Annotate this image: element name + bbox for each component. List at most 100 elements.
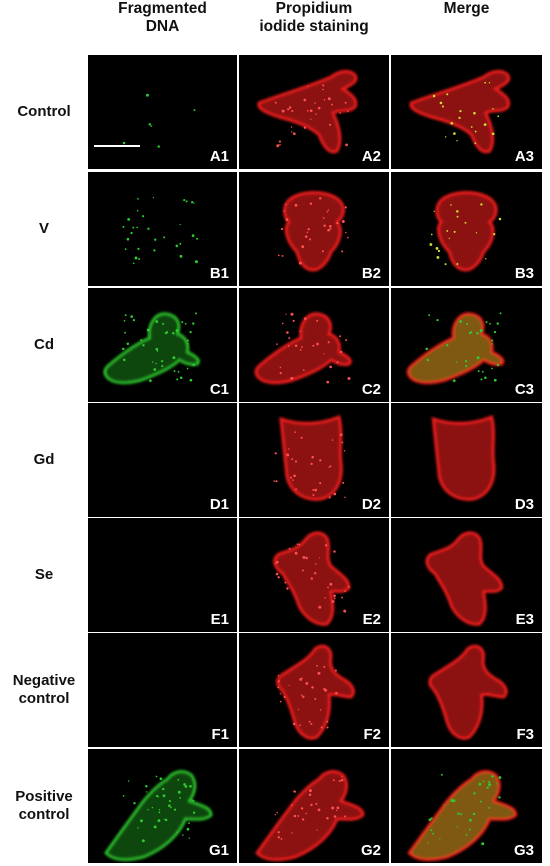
fluorescent-speck	[175, 329, 179, 333]
fluorescent-speck	[299, 349, 302, 351]
fluorescent-speck	[276, 812, 278, 814]
fluorescent-speck	[428, 818, 432, 822]
micrograph-image	[276, 644, 355, 740]
fluorescent-speck	[302, 555, 306, 559]
row-label: Se	[34, 566, 54, 583]
micrograph-image	[425, 531, 504, 626]
fluorescent-speck	[439, 101, 443, 105]
fluorescent-speck	[331, 439, 334, 441]
fluorescent-speck	[322, 84, 325, 87]
larva-body-shape	[435, 191, 498, 272]
micrograph-image	[273, 414, 346, 501]
fluorescent-speck	[164, 818, 168, 822]
fluorescent-speck	[152, 196, 154, 199]
fluorescent-speck	[141, 839, 145, 843]
fluorescent-speck	[457, 812, 460, 815]
fluorescent-speck	[192, 322, 195, 325]
fluorescent-speck	[474, 142, 477, 145]
fluorescent-speck	[472, 812, 476, 816]
fluorescent-speck	[277, 254, 280, 257]
fluorescent-speck	[489, 322, 491, 325]
fluorescent-speck	[460, 813, 463, 816]
fluorescent-speck	[326, 726, 329, 729]
fluorescent-speck	[290, 312, 294, 316]
fluorescent-speck	[311, 455, 314, 459]
fluorescent-speck	[192, 363, 195, 367]
fluorescent-speck	[323, 98, 326, 101]
fluorescent-speck	[321, 250, 324, 253]
panel-label: F2	[363, 726, 381, 743]
fluorescent-speck	[179, 242, 182, 245]
fluorescent-speck	[142, 344, 145, 347]
fluorescent-speck	[138, 257, 141, 261]
fluorescent-speck	[498, 776, 502, 779]
fluorescent-speck	[132, 226, 135, 229]
fluorescent-speck	[428, 314, 431, 317]
fluorescent-speck	[195, 312, 198, 315]
fluorescent-speck	[499, 312, 502, 315]
micrograph-image	[409, 69, 511, 154]
fluorescent-speck	[148, 123, 152, 126]
larva-body-shape	[406, 312, 505, 385]
fluorescent-speck	[324, 689, 328, 692]
fluorescent-speck	[329, 582, 333, 586]
fluorescent-speck	[483, 123, 487, 126]
fluorescent-speck	[299, 330, 302, 332]
fluorescent-speck	[159, 777, 163, 781]
micrograph-panel: A3	[391, 55, 542, 169]
column-header-3: Merge	[443, 0, 490, 17]
row-label: Negative control	[12, 672, 76, 707]
fluorescent-speck	[151, 806, 154, 809]
fluorescent-speck	[314, 488, 318, 492]
fluorescent-speck	[193, 109, 196, 112]
fluorescent-speck	[172, 356, 176, 360]
fluorescent-speck	[486, 786, 489, 789]
fluorescent-speck	[188, 822, 190, 824]
fluorescent-speck	[291, 458, 294, 461]
row-label: Control	[17, 103, 71, 120]
fluorescent-speck	[189, 784, 192, 788]
micrograph-image	[429, 191, 502, 272]
larva-body-shape	[257, 69, 358, 154]
fluorescent-speck	[288, 448, 290, 450]
fluorescent-speck	[179, 797, 181, 799]
fluorescent-speck	[446, 93, 449, 96]
fluorescent-speck	[186, 367, 189, 370]
micrograph-panel: D3	[391, 403, 542, 517]
fluorescent-speck	[157, 819, 161, 823]
micrograph-image	[255, 770, 365, 862]
fluorescent-speck	[322, 217, 325, 219]
fluorescent-speck	[308, 720, 311, 723]
fluorescent-speck	[298, 543, 301, 546]
fluorescent-speck	[285, 313, 287, 315]
fluorescent-speck	[279, 693, 281, 695]
fluorescent-speck	[306, 231, 309, 234]
fluorescent-speck	[475, 232, 478, 234]
micrograph-image	[406, 312, 505, 385]
column-header-1: Fragmented DNA	[118, 0, 207, 35]
fluorescent-speck	[432, 832, 434, 835]
fluorescent-speck	[284, 203, 287, 206]
fluorescent-speck	[339, 433, 343, 437]
fluorescent-speck	[170, 806, 172, 809]
fluorescent-speck	[137, 198, 139, 200]
fluorescent-speck	[308, 789, 312, 793]
fluorescent-speck	[455, 361, 458, 363]
fluorescent-speck	[134, 256, 138, 260]
fluorescent-speck	[456, 215, 459, 218]
fluorescent-speck	[173, 370, 176, 373]
fluorescent-speck	[329, 365, 332, 369]
fluorescent-speck	[491, 343, 493, 345]
fluorescent-speck	[469, 331, 473, 334]
micrograph-image	[122, 196, 199, 265]
fluorescent-speck	[295, 488, 298, 491]
fluorescent-speck	[444, 136, 447, 138]
panel-label: E1	[210, 611, 229, 628]
fluorescent-speck	[322, 88, 324, 91]
fluorescent-speck	[196, 237, 199, 240]
micrograph-image	[103, 312, 200, 385]
fluorescent-speck	[286, 453, 290, 457]
fluorescent-speck	[319, 459, 322, 462]
fluorescent-speck	[473, 111, 476, 115]
fluorescent-speck	[347, 110, 349, 113]
